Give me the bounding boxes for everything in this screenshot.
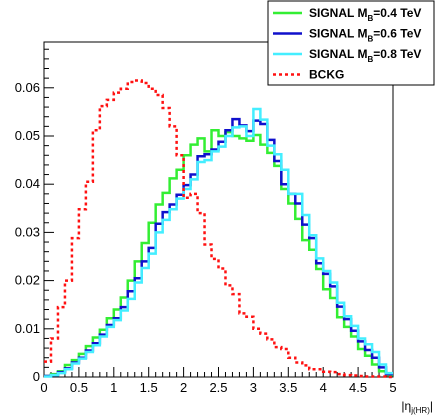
x-tick-label: 3.5	[279, 380, 297, 395]
x-tick-label: 5	[389, 380, 396, 395]
y-tick-label: 0.04	[15, 176, 40, 191]
legend-label-1: SIGNAL MB=0.6 TeV	[309, 27, 421, 44]
y-tick-label: 0.02	[15, 273, 40, 288]
x-tick-label: 1	[110, 380, 117, 395]
x-tick-label: 4.5	[349, 380, 367, 395]
x-tick-label: 1.5	[140, 380, 158, 395]
x-axis-title: |ηj(HR)|	[401, 399, 433, 415]
legend-label-2: SIGNAL MB=0.8 TeV	[309, 47, 421, 64]
series-line-3	[44, 79, 393, 379]
x-tick-label: 3	[250, 380, 257, 395]
y-tick-label: 0.06	[15, 80, 40, 95]
y-tick-label: 0	[33, 369, 40, 384]
legend: SIGNAL MB=0.4 TeV SIGNAL MB=0.6 TeV SIGNAL…	[267, 0, 435, 86]
x-axis: 0 0.5 1 1.5 2 2.5 3 3.5 4 4.5 5	[40, 367, 397, 395]
legend-label-0: SIGNAL MB=0.4 TeV	[309, 6, 421, 23]
x-tick-label: 2.5	[209, 380, 227, 395]
series-line-2	[44, 107, 393, 378]
x-tick-label: 0.5	[70, 380, 88, 395]
y-axis: 0 0.01 0.02 0.03 0.04 0.05 0.06	[15, 48, 54, 384]
x-tick-label: 4	[320, 380, 327, 395]
x-tick-label: 2	[180, 380, 187, 395]
plot-frame	[43, 41, 394, 378]
y-tick-label: 0.05	[15, 128, 40, 143]
y-tick-label: 0.01	[15, 321, 40, 336]
legend-box	[267, 0, 435, 86]
series-line-0	[44, 128, 393, 378]
legend-label-3: BCKG	[309, 68, 344, 82]
series-layer	[44, 79, 393, 379]
x-tick-label: 0	[40, 380, 47, 395]
y-tick-label: 0.03	[15, 224, 40, 239]
